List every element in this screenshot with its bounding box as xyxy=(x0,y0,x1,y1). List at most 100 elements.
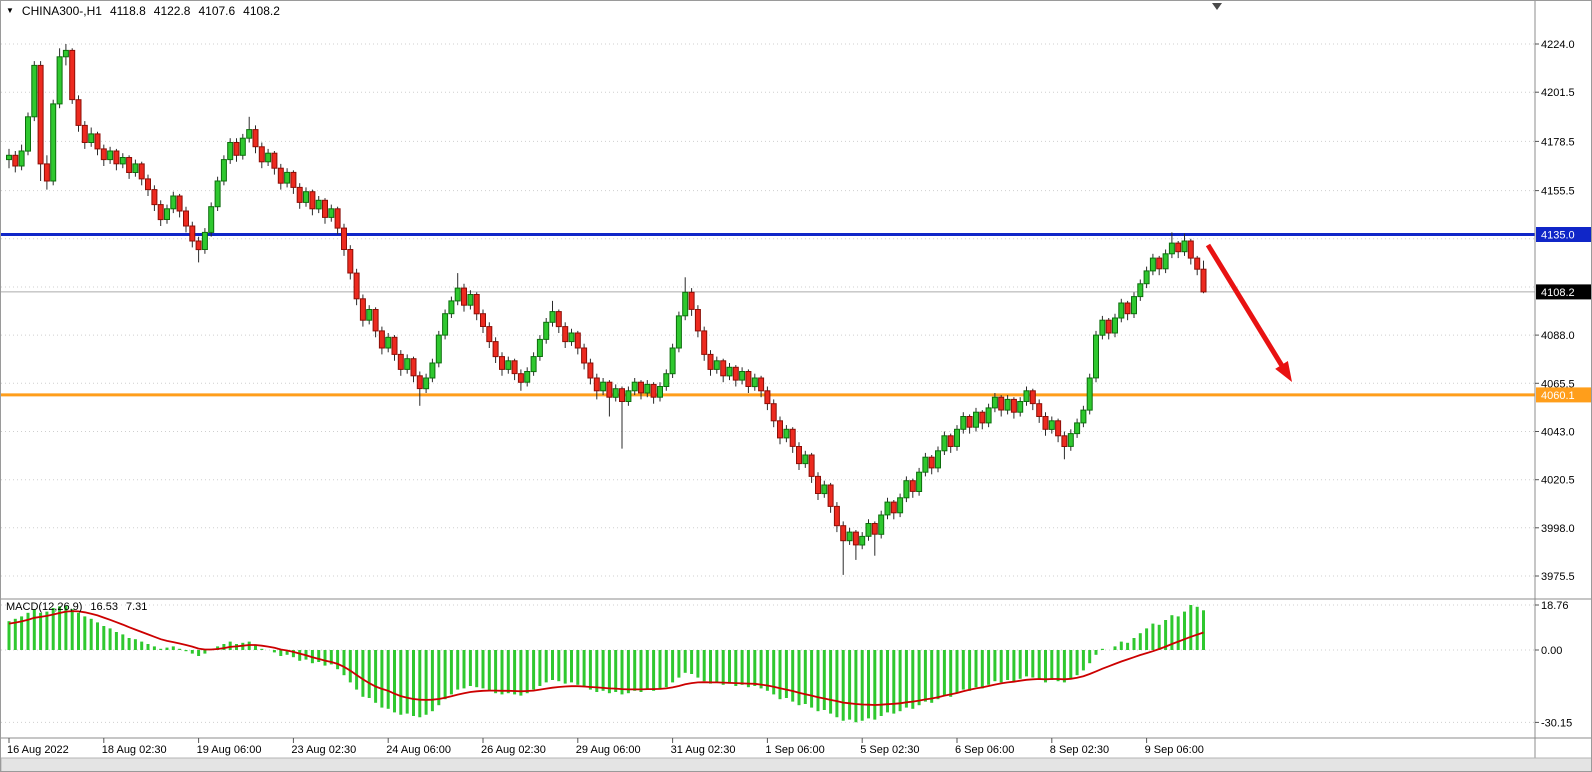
bear-candle xyxy=(359,298,366,321)
bull-candle xyxy=(612,388,619,398)
bear-candle xyxy=(75,99,82,126)
bull-candle xyxy=(1023,390,1030,402)
bull-candle xyxy=(530,356,537,373)
bull-candle xyxy=(366,309,373,321)
time-axis-label: 23 Aug 02:30 xyxy=(291,744,356,756)
bear-candle xyxy=(322,199,328,218)
bull-candle xyxy=(448,300,455,315)
time-axis-label: 8 Sep 02:30 xyxy=(1050,744,1109,756)
bear-candle xyxy=(1105,319,1112,334)
bull-candle xyxy=(201,231,208,250)
bull-candle xyxy=(878,514,885,535)
indicator-name: MACD(12,26,9) xyxy=(6,601,83,613)
bear-candle xyxy=(353,272,360,300)
bull-candle xyxy=(25,116,31,152)
bear-candle xyxy=(1175,242,1182,253)
bear-candle xyxy=(511,360,518,375)
time-axis-label: 24 Aug 06:00 xyxy=(386,744,451,756)
bear-candle xyxy=(998,396,1005,411)
bull-candle xyxy=(119,157,126,165)
bull-candle xyxy=(454,287,461,302)
bear-candle xyxy=(486,326,493,343)
bear-candle xyxy=(707,353,714,370)
bull-candle xyxy=(821,484,828,495)
bear-candle xyxy=(517,373,524,383)
bull-candle xyxy=(568,332,575,343)
bull-candle xyxy=(429,362,436,379)
bull-candle xyxy=(62,49,69,58)
bear-candle xyxy=(271,152,278,169)
price-close: 4108.2 xyxy=(243,4,280,18)
bear-candle xyxy=(574,332,581,349)
horizontal-scrollbar[interactable] xyxy=(1,757,1592,772)
bull-candle xyxy=(1112,317,1118,334)
bear-candle xyxy=(145,178,151,191)
bear-candle xyxy=(113,150,120,165)
time-axis[interactable] xyxy=(1,738,1535,758)
bear-candle xyxy=(619,388,625,403)
price-axis-label: 3998.0 xyxy=(1541,523,1575,535)
bull-candle xyxy=(1086,377,1093,411)
time-axis-label: 1 Sep 06:00 xyxy=(765,744,824,756)
macd-signal-line xyxy=(8,610,1204,706)
bear-candle xyxy=(562,326,569,343)
bear-candle xyxy=(473,294,480,315)
bull-candle xyxy=(549,311,556,323)
bull-candle xyxy=(916,471,923,493)
bear-candle xyxy=(1194,257,1201,270)
bull-candle xyxy=(435,334,442,364)
bull-candle xyxy=(922,456,929,473)
bull-candle xyxy=(865,523,872,537)
trend-arrow-line[interactable] xyxy=(1205,243,1286,370)
bull-candle xyxy=(56,56,63,105)
bull-candle xyxy=(328,208,335,218)
bear-candle xyxy=(480,313,486,328)
symbol-dropdown-icon: ▼ xyxy=(6,6,14,15)
bear-candle xyxy=(94,133,101,150)
bull-candle xyxy=(884,501,891,516)
bull-candle xyxy=(751,377,758,388)
bear-candle xyxy=(688,291,695,310)
bear-candle xyxy=(296,186,303,203)
bull-candle xyxy=(385,336,392,349)
bear-candle xyxy=(378,330,385,349)
price-axis-label: 4043.0 xyxy=(1541,427,1575,439)
bull-candle xyxy=(903,480,910,499)
bull-candle xyxy=(467,294,474,306)
bear-candle xyxy=(176,195,183,212)
price-axis-label: 4201.5 xyxy=(1541,87,1575,99)
bull-candle xyxy=(941,435,948,452)
bear-candle xyxy=(770,403,777,422)
price-axis[interactable] xyxy=(1535,1,1592,758)
bear-candle xyxy=(1124,302,1131,315)
bear-candle xyxy=(347,249,354,274)
resistance-price-badge-text: 4135.0 xyxy=(1541,230,1575,242)
chart-shift-marker-icon[interactable] xyxy=(1212,3,1222,10)
bull-candle xyxy=(935,450,941,469)
support-price-badge-text: 4060.1 xyxy=(1541,390,1575,402)
symbol-header: ▼ CHINA300-,H1 4118.8 4122.8 4107.6 4108… xyxy=(6,4,280,18)
bull-candle xyxy=(423,377,430,390)
bull-candle xyxy=(985,407,992,424)
bull-candle xyxy=(220,159,227,182)
bull-candle xyxy=(1093,334,1099,379)
bull-candle xyxy=(1048,420,1055,430)
bear-candle xyxy=(69,49,76,101)
time-axis-label: 29 Aug 06:00 xyxy=(576,744,641,756)
trend-arrow-head[interactable] xyxy=(1275,361,1292,382)
bull-candle xyxy=(170,195,177,210)
time-axis-label: 31 Aug 02:30 xyxy=(671,744,736,756)
bear-candle xyxy=(492,341,499,358)
bull-candle xyxy=(631,381,638,392)
bull-candle xyxy=(726,366,733,377)
macd-axis-label: 0.00 xyxy=(1541,645,1562,657)
bear-candle xyxy=(461,287,467,306)
bear-candle xyxy=(928,456,935,469)
bear-candle xyxy=(555,311,562,328)
bull-candle xyxy=(625,390,632,402)
bear-candle xyxy=(1055,420,1062,437)
bear-candle xyxy=(745,371,752,387)
bull-candle xyxy=(739,371,746,381)
